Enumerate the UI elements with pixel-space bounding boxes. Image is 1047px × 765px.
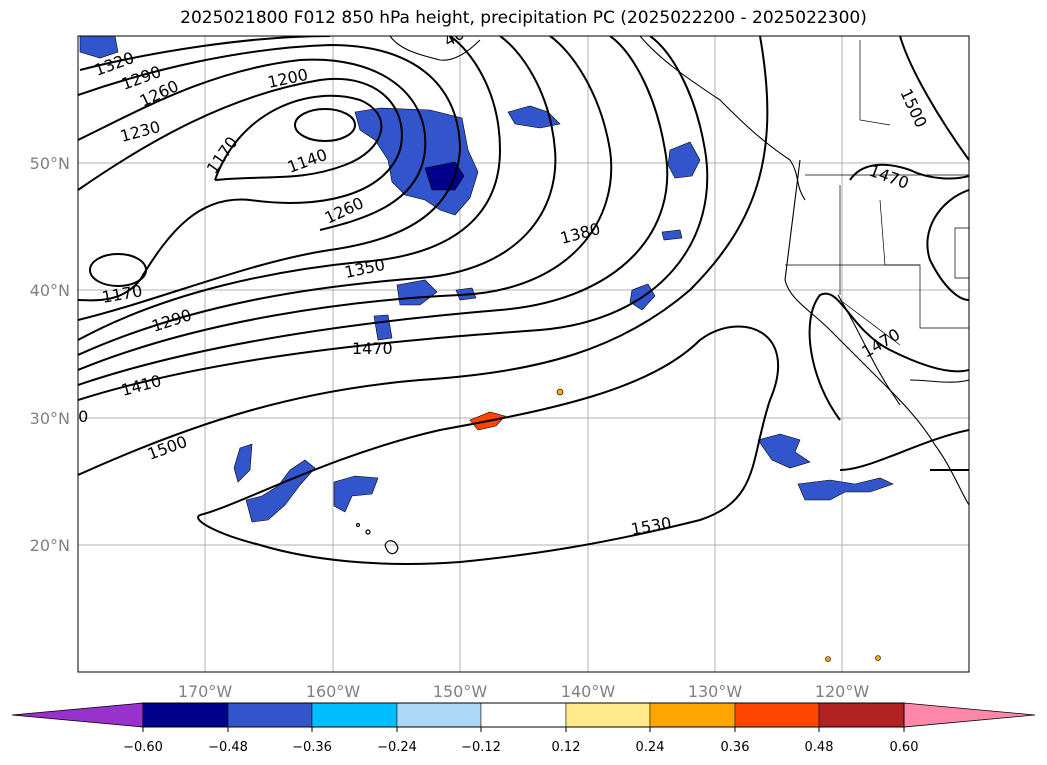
colorbar-extend-high xyxy=(903,702,1036,728)
colorbar: −0.60 −0.48 −0.36 −0.24 −0.12 0.12 0.24 … xyxy=(11,702,1036,755)
colorbar-swatch xyxy=(818,702,905,728)
contour-label: 1470 xyxy=(352,339,393,358)
borders xyxy=(785,40,969,346)
colorbar-tick-label: 0.24 xyxy=(636,740,665,755)
precip-positive-dot3 xyxy=(875,655,881,661)
lat-label: 20°N xyxy=(30,536,70,555)
lon-label: 160°W xyxy=(306,682,361,701)
precip-area-ne xyxy=(667,141,701,179)
lat-label: 50°N xyxy=(30,154,70,173)
colorbar-swatch xyxy=(480,702,567,728)
colorbar-outline xyxy=(142,702,905,728)
colorbar-tick-marks xyxy=(142,727,905,732)
colorbar-tick-label: −0.24 xyxy=(377,740,417,755)
precip-positive-dot1 xyxy=(556,388,564,396)
colorbar-tick-label: −0.60 xyxy=(123,740,163,755)
colorbar-swatch xyxy=(565,702,651,728)
lon-label: 170°W xyxy=(178,682,233,701)
colorbar-tick-label: 0.12 xyxy=(552,740,581,755)
gridlines xyxy=(78,36,969,672)
colorbar-tick-label: 0.48 xyxy=(805,740,834,755)
hawaii-islands xyxy=(355,522,399,555)
lon-label: 120°W xyxy=(815,682,870,701)
coastlines xyxy=(389,36,969,506)
lat-label: 30°N xyxy=(30,409,70,428)
colorbar-extend-low xyxy=(11,702,144,728)
colorbar-tick-label: −0.36 xyxy=(292,740,332,755)
precip-shading xyxy=(79,36,894,662)
colorbar-swatch xyxy=(734,702,820,728)
colorbar-swatch xyxy=(396,702,482,728)
precip-area-east2 xyxy=(661,229,683,241)
colorbar-swatch xyxy=(649,702,736,728)
lon-label: 150°W xyxy=(433,682,488,701)
lat-label: 40°N xyxy=(30,281,70,300)
lon-label: 130°W xyxy=(688,682,743,701)
map-title: 2025021800 F012 850 hPa height, precipit… xyxy=(180,8,867,28)
precip-area-se2 xyxy=(797,477,894,501)
colorbar-tick-label: 0.60 xyxy=(890,740,919,755)
map-border xyxy=(77,35,970,673)
latitude-labels: 50°N 40°N 30°N 20°N xyxy=(30,154,70,555)
map-background xyxy=(78,36,969,672)
colorbar-tick-label: −0.48 xyxy=(208,740,248,755)
contour-label: 40 xyxy=(68,407,88,426)
precip-area-sw2 xyxy=(333,475,379,513)
longitude-labels: 170°W 160°W 150°W 140°W 130°W 120°W xyxy=(178,682,870,701)
precip-area-sw3 xyxy=(233,443,253,483)
colorbar-tick-label: 0.36 xyxy=(721,740,750,755)
lon-label: 140°W xyxy=(561,682,616,701)
precip-area-corner xyxy=(79,36,119,59)
precip-positive-dot2 xyxy=(825,656,831,662)
colorbar-swatch xyxy=(142,702,229,728)
precip-area-north xyxy=(507,105,561,129)
precip-area-se1 xyxy=(757,433,811,469)
colorbar-swatch xyxy=(311,702,398,728)
precip-core-gulf xyxy=(424,161,465,191)
colorbar-tick-label: −0.12 xyxy=(461,740,501,755)
height-contours xyxy=(78,36,969,565)
colorbar-swatch xyxy=(227,702,313,728)
